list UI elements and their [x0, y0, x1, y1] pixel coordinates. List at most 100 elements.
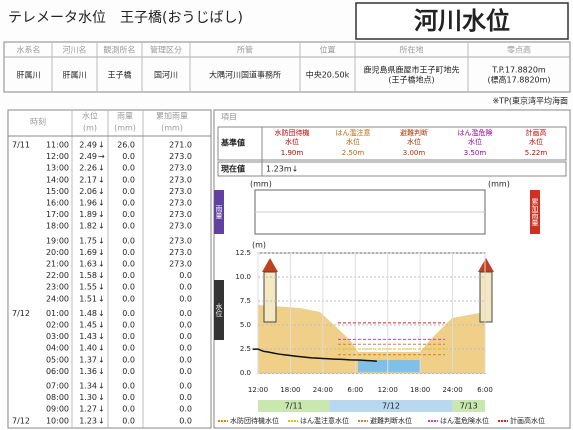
standard-name: 水防団待機 [275, 128, 310, 137]
row-total: 0.0 [179, 309, 192, 318]
standard-name: 水位 [468, 137, 482, 146]
total-side-label: 累加雨量 [531, 198, 539, 226]
info-value: 国河川 [154, 70, 178, 80]
x-tick-label: 18:00 [410, 386, 430, 394]
row-rain: 0.0 [122, 367, 135, 376]
row-rain: 0.0 [122, 405, 135, 414]
level-unit: (m) [252, 241, 266, 250]
badge-box [355, 2, 569, 40]
info-header: 水系名 [17, 45, 41, 55]
legend-label: はん濫注意水位 [300, 416, 349, 425]
row-time: 12:00 [46, 152, 69, 161]
x-tick-label: 18:00 [280, 386, 300, 394]
row-time: 20:00 [46, 248, 69, 257]
info-value: 肝属川 [63, 71, 87, 80]
row-total: 0.0 [179, 294, 192, 303]
row-level: 1.82 [79, 222, 97, 231]
row-rain: 0.0 [122, 187, 135, 196]
row-trend: ↓ [98, 355, 105, 364]
row-rain: 0.0 [122, 210, 135, 219]
standard-name: 水位 [285, 137, 299, 146]
row-level: 1.63 [79, 260, 97, 269]
date-label: 7/12 [382, 402, 400, 411]
current-box [217, 161, 567, 177]
row-level: 1.43 [79, 332, 97, 341]
row-level: 1.89 [79, 210, 97, 219]
row-level: 1.37 [79, 355, 97, 364]
row-total: 273.0 [169, 187, 192, 196]
info-value: 王子橋 [108, 70, 132, 80]
info-header: 所在地 [400, 45, 424, 55]
y-tick-label: 10.0 [235, 273, 251, 281]
row-level: 2.06 [79, 187, 97, 196]
row-total: 273.0 [169, 175, 192, 184]
row-rain: 0.0 [122, 382, 135, 391]
row-trend: ↓ [98, 222, 105, 231]
row-total: 273.0 [169, 260, 192, 269]
row-level: 1.69 [79, 248, 97, 257]
info-box [3, 41, 571, 93]
row-time: 24:00 [46, 294, 69, 303]
row-time: 18:00 [46, 222, 69, 231]
ground [258, 305, 485, 373]
info-header: 所管 [237, 45, 253, 55]
row-trend: ↓ [98, 416, 105, 425]
x-tick-label: 24:00 [313, 386, 333, 394]
row-rain: 26.0 [117, 141, 135, 150]
info-value: 中央20.50k [306, 70, 350, 80]
legend-label: 計画高水位 [510, 416, 545, 425]
row-total: 0.0 [179, 271, 192, 280]
x-tick-label: 6:00 [477, 386, 493, 394]
row-trend: ↓ [98, 271, 105, 280]
level-side-bar [214, 280, 224, 340]
info-value: (王子橋地点) [388, 75, 434, 85]
row-rain: 0.0 [122, 164, 135, 173]
row-rain: 0.0 [122, 248, 135, 257]
rain-side-label: 雨量 [215, 205, 223, 219]
row-trend: ↓ [98, 382, 105, 391]
row-total: 0.0 [179, 344, 192, 353]
table-header: 水位 [82, 111, 98, 121]
standard-label: 基準値 [220, 138, 245, 148]
row-time: 03:00 [46, 332, 69, 341]
note: ※TP(東京湾平均海面 [492, 96, 568, 106]
table-unit: (mm) [114, 124, 136, 133]
row-total: 0.0 [179, 405, 192, 414]
row-level: 1.55 [79, 283, 97, 292]
row-rain: 0.0 [122, 309, 135, 318]
row-rain: 0.0 [122, 236, 135, 245]
y-tick-label: 12.5 [235, 249, 251, 257]
row-trend: ↓ [98, 321, 105, 330]
standards-box [217, 126, 567, 161]
table-unit: (mm) [161, 124, 183, 133]
page-title: テレメータ水位 王子橋(おうじばし) [8, 10, 243, 26]
row-total: 0.0 [179, 332, 192, 341]
level-side-label: 水位 [215, 302, 223, 317]
info-header: 位置 [320, 45, 336, 55]
row-rain: 0.0 [122, 294, 135, 303]
x-tick-label: 24:00 [442, 386, 462, 394]
row-time: 17:00 [46, 210, 69, 219]
row-trend: ↓ [98, 164, 105, 173]
rain-unit-right: (mm) [488, 180, 510, 189]
row-total: 271.0 [169, 141, 192, 150]
row-rain: 0.0 [122, 222, 135, 231]
row-time: 10:00 [46, 416, 69, 425]
info-value: 大隅河川国道事務所 [209, 70, 281, 80]
row-trend: ↓ [98, 283, 105, 292]
standard-value: 3.50m [464, 149, 487, 157]
row-total: 273.0 [169, 248, 192, 257]
row-trend: ↓ [98, 405, 105, 414]
info-header: 観測所名 [104, 45, 136, 55]
row-total: 0.0 [179, 416, 192, 425]
info-value: 鹿児島県鹿屋市王子町地先 [364, 65, 460, 75]
date-label: 7/11 [285, 402, 303, 411]
date-band [329, 400, 453, 412]
row-level: 1.36 [79, 367, 97, 376]
date-label: 7/13 [460, 402, 478, 411]
row-total: 273.0 [169, 222, 192, 231]
row-time: 13:00 [46, 164, 69, 173]
row-time: 09:00 [46, 405, 69, 414]
legend-label: 避難判断水位 [370, 416, 412, 425]
